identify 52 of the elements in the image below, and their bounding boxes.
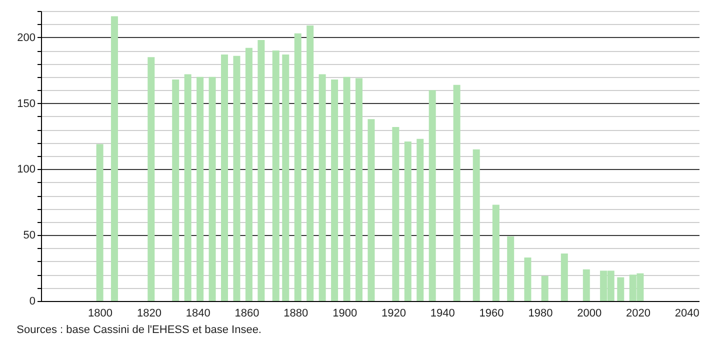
- y-tick-label: 100: [17, 164, 36, 176]
- x-tick-label: 1940: [430, 308, 455, 320]
- bar: [416, 138, 424, 301]
- x-tick-label: 1960: [479, 308, 504, 320]
- bar: [110, 16, 118, 301]
- y-tick-label: 150: [17, 98, 36, 110]
- bar: [492, 204, 500, 301]
- bar: [184, 74, 192, 301]
- bar: [221, 54, 228, 301]
- y-tick-label: 200: [17, 32, 36, 44]
- bar: [245, 48, 252, 301]
- bar: [355, 78, 362, 301]
- bar: [582, 269, 590, 301]
- bar: [196, 76, 204, 301]
- bar: [560, 254, 568, 301]
- bar: [392, 127, 400, 301]
- bar: [282, 54, 290, 301]
- x-tick-label: 1800: [88, 308, 113, 320]
- source-note: Sources : base Cassini de l'EHESS et base Insee.: [16, 324, 262, 336]
- bar: [617, 277, 624, 301]
- bar: [172, 80, 180, 301]
- bar: [331, 80, 338, 301]
- x-tick-label: 1840: [186, 308, 210, 320]
- bar: [472, 149, 480, 301]
- x-tick-label: 1900: [332, 308, 358, 320]
- x-tick-label: 2020: [626, 308, 650, 320]
- bar: [428, 90, 436, 301]
- bar: [306, 26, 314, 301]
- bar: [258, 40, 265, 301]
- bar: [541, 276, 548, 301]
- x-tick-label: 2040: [674, 308, 700, 320]
- bar: [404, 142, 412, 301]
- y-tick-label: 0: [29, 296, 36, 308]
- bar: [343, 76, 350, 301]
- bar: [148, 57, 155, 301]
- x-tick-label: 1880: [284, 308, 308, 320]
- y-tick-label: 50: [23, 230, 36, 242]
- bar: [318, 74, 326, 301]
- bar: [368, 119, 375, 301]
- x-tick-label: 1920: [381, 308, 406, 320]
- x-tick-label: 2000: [577, 308, 602, 320]
- bar: [233, 56, 240, 301]
- bar: [96, 144, 104, 301]
- bar: [272, 50, 280, 301]
- x-tick-label: 1860: [234, 308, 260, 320]
- x-tick-label: 1980: [528, 308, 553, 320]
- bar: [208, 76, 216, 301]
- x-tick-label: 1820: [136, 308, 162, 320]
- bar: [294, 33, 302, 301]
- bar: [524, 258, 532, 301]
- bar: [453, 84, 460, 301]
- bar: [507, 236, 514, 301]
